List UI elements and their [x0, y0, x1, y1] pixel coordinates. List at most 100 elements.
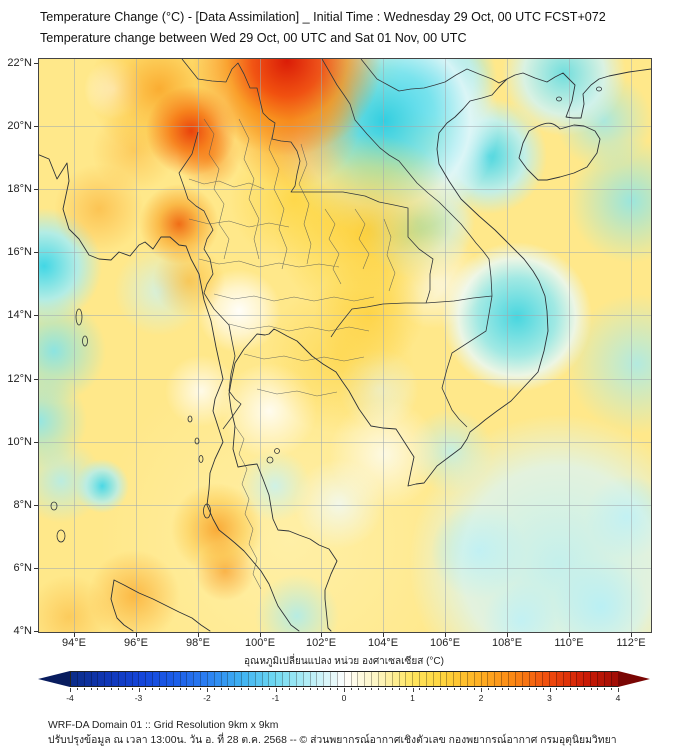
- colorbar-segment: [514, 672, 522, 686]
- colorbar-tick-mark: [508, 688, 510, 690]
- colorbar-segment: [576, 672, 584, 686]
- colorbar-tick-mark: [111, 688, 113, 690]
- colorbar-segment: [316, 672, 324, 686]
- colorbar-tick-mark: [83, 688, 85, 690]
- colorbar-tick-mark: [439, 688, 441, 690]
- lat-tick-mark: [34, 63, 38, 64]
- colorbar-tick-mark: [515, 688, 517, 690]
- colorbar-left-arrow: [38, 671, 70, 687]
- colorbar-tick-mark: [330, 688, 332, 690]
- lon-tick-label: 110°E: [554, 637, 584, 649]
- colorbar-tick-mark: [542, 688, 544, 690]
- colorbar-segment: [528, 672, 536, 686]
- colorbar-right-arrow: [618, 671, 650, 687]
- colorbar-tick-mark: [618, 688, 619, 692]
- colorbar-tick-mark: [426, 688, 428, 690]
- colorbar-tick-mark: [494, 688, 496, 690]
- map-title-line1: Temperature Change (°C) - [Data Assimila…: [40, 10, 606, 24]
- colorbar-tick-mark: [385, 688, 387, 690]
- lon-tick-mark: [507, 633, 508, 637]
- colorbar-tick-mark: [70, 688, 71, 692]
- lat-tick-mark: [34, 126, 38, 127]
- colorbar: [38, 671, 650, 687]
- colorbar-segment: [460, 672, 467, 686]
- colorbar-tick-mark: [453, 688, 455, 690]
- lon-tick-mark: [136, 633, 137, 637]
- colorbar-segment: [179, 672, 187, 686]
- lon-tick-mark: [445, 633, 446, 637]
- colorbar-segment: [76, 672, 84, 686]
- colorbar-segment: [289, 672, 296, 686]
- colorbar-segment: [508, 672, 515, 686]
- colorbar-tick-mark: [487, 688, 489, 690]
- colorbar-segment: [193, 672, 201, 686]
- lat-tick-label: 10°N: [7, 436, 32, 448]
- colorbar-segment: [302, 672, 310, 686]
- map-panel: 94°E 96°E 98°E 100°E 102°E 104°E 106°E 108°E 110…: [7, 57, 652, 649]
- lon-tick-label: 96°E: [124, 637, 148, 649]
- footer-block: WRF-DA Domain 01 :: Grid Resolution 9km …: [48, 719, 617, 748]
- lon-tick-label: 104°E: [367, 637, 399, 649]
- colorbar-segment: [138, 672, 146, 686]
- colorbar-tick-mark: [261, 688, 263, 690]
- colorbar-segment: [446, 672, 454, 686]
- lon-tick-mark: [383, 633, 384, 637]
- colorbar-tick-label: 4: [615, 693, 621, 703]
- colorbar-tick-label: -2: [203, 693, 211, 703]
- lat-tick-mark: [34, 505, 38, 506]
- colorbar-tick-mark: [227, 688, 229, 690]
- colorbar-segment: [336, 672, 344, 686]
- colorbar-tick-mark: [604, 688, 606, 690]
- lon-tick-mark: [260, 633, 261, 637]
- colorbar-segment: [213, 672, 221, 686]
- lat-tick-mark: [34, 315, 38, 316]
- colorbar-segment: [439, 672, 447, 686]
- colorbar-tick-mark: [316, 688, 318, 690]
- colorbar-segment: [343, 672, 351, 686]
- colorbar-segment: [494, 672, 502, 686]
- temperature-field: [39, 59, 651, 632]
- colorbar-tick-mark: [405, 688, 407, 690]
- colorbar-segment: [295, 672, 303, 686]
- footer-update-info: ปรับปรุงข้อมูล ณ เวลา 13:00น. วัน อ. ที่…: [48, 734, 617, 746]
- colorbar-segment: [145, 672, 153, 686]
- colorbar-tick-mark: [474, 688, 476, 690]
- lat-tick-mark: [34, 442, 38, 443]
- colorbar-segment: [254, 672, 262, 686]
- colorbar-tick-mark: [350, 688, 352, 690]
- lon-tick-mark: [321, 633, 322, 637]
- colorbar-segment: [603, 672, 611, 686]
- lon-tick-label: 94°E: [62, 637, 86, 649]
- colorbar-tick-mark: [159, 688, 161, 690]
- colorbar-tick-mark: [124, 688, 126, 690]
- colorbar-tick-mark: [501, 688, 503, 690]
- colorbar-segment: [357, 672, 365, 686]
- colorbar-segment: [234, 672, 242, 686]
- colorbar-segment: [186, 672, 194, 686]
- colorbar-segment: [521, 672, 529, 686]
- colorbar-segment: [364, 672, 372, 686]
- colorbar-label: อุณหภูมิเปลี่ยนแปลง หน่วย องศาเซลเซียส (…: [244, 656, 444, 667]
- colorbar-tick-mark: [528, 688, 530, 690]
- colorbar-segment: [371, 672, 378, 686]
- colorbar-body: [70, 671, 618, 687]
- colorbar-tick-mark: [590, 688, 592, 690]
- colorbar-segment: [71, 672, 77, 686]
- colorbar-segment: [90, 672, 98, 686]
- colorbar-tick-mark: [344, 688, 345, 692]
- footer-domain-info: WRF-DA Domain 01 :: Grid Resolution 9km …: [48, 720, 279, 731]
- colorbar-tick-mark: [611, 688, 613, 690]
- colorbar-tick-mark: [97, 688, 99, 690]
- colorbar-tick-mark: [556, 688, 558, 690]
- colorbar-segment: [473, 672, 481, 686]
- lat-tick-label: 16°N: [7, 246, 32, 258]
- colorbar-segment: [419, 672, 426, 686]
- lon-tick-label: 100°E: [244, 637, 276, 649]
- map-title-line2: Temperature change between Wed 29 Oct, 0…: [40, 31, 467, 45]
- colorbar-tick-mark: [248, 688, 250, 690]
- colorbar-segment: [425, 672, 433, 686]
- colorbar-tick-mark: [213, 688, 215, 690]
- colorbar-segment: [158, 672, 166, 686]
- colorbar-segment: [97, 672, 105, 686]
- colorbar-tick-mark: [172, 688, 174, 690]
